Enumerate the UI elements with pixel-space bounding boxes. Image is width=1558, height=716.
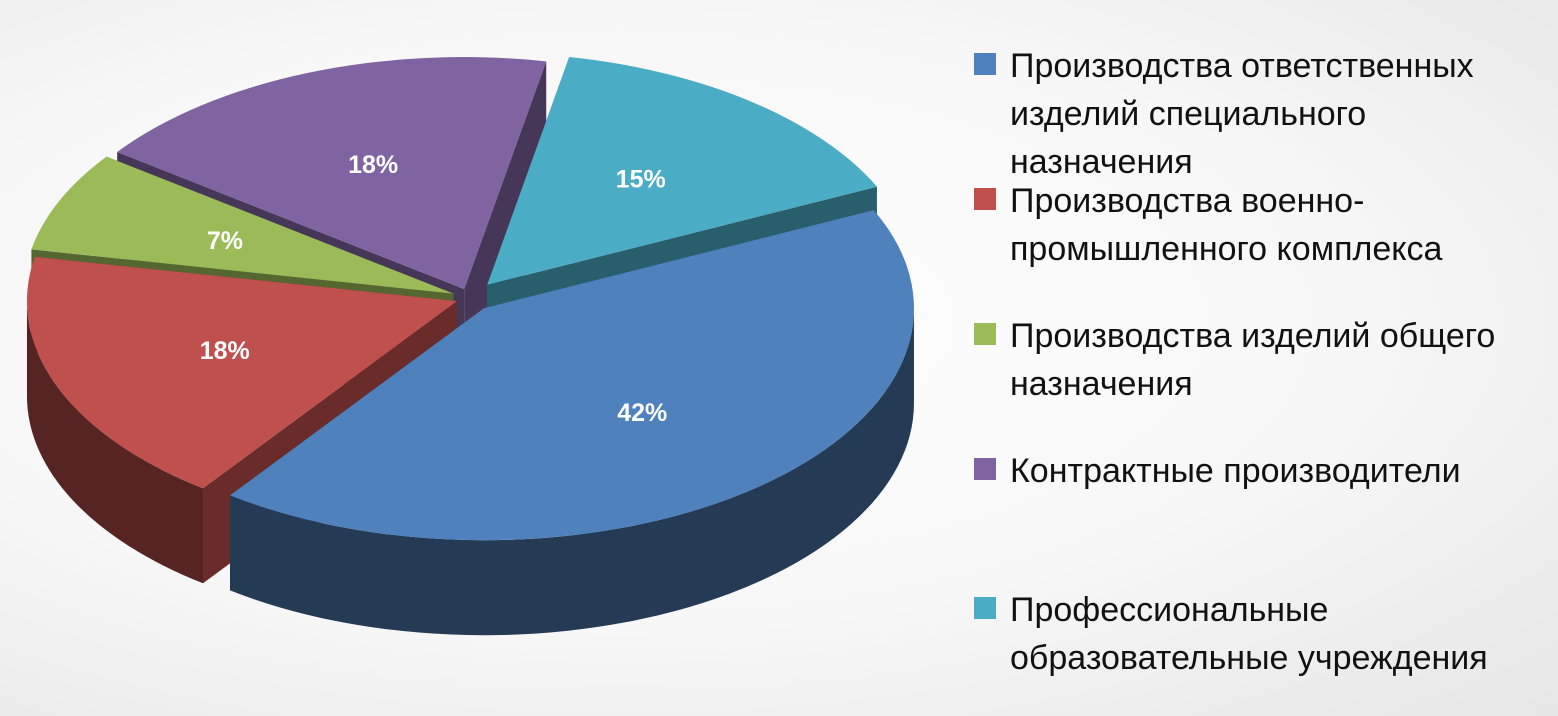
slice-data-label: 7% bbox=[207, 227, 243, 255]
legend-swatch-contract-manufacturers bbox=[974, 458, 996, 480]
legend-label-military-industrial: Производства военно- промышленного компл… bbox=[1010, 177, 1550, 273]
legend-text-line: Контрактные производители bbox=[1010, 452, 1461, 490]
legend-text-line: Производства изделий общего bbox=[1010, 317, 1496, 355]
legend-text-line: Производства ответственных bbox=[1010, 47, 1474, 85]
slice-data-label: 18% bbox=[348, 151, 398, 179]
pie-slice-top bbox=[26, 256, 457, 489]
legend-text-line: Профессиональные bbox=[1010, 591, 1329, 629]
slice-data-label: 42% bbox=[617, 399, 667, 427]
legend-swatch-educational-institutions bbox=[974, 597, 996, 619]
pie-chart: 18% 15% 7% 18% 42% bbox=[26, 57, 914, 636]
legend-label-contract-manufacturers: Контрактные производители bbox=[1010, 447, 1550, 495]
slice-data-label: 18% bbox=[200, 337, 250, 365]
legend-text-line: назначения bbox=[1010, 365, 1193, 403]
legend-label-special-purpose: Производства ответственных изделий специ… bbox=[1010, 42, 1550, 186]
legend-text-line: изделий специального bbox=[1010, 95, 1367, 133]
pie-slice-top bbox=[230, 210, 914, 541]
pie-slices: 18% 15% 7% 18% 42% bbox=[26, 57, 914, 636]
pie-slice-rim bbox=[26, 301, 204, 584]
legend-text-line: образовательные учреждения bbox=[1010, 639, 1488, 677]
slice-data-label: 15% bbox=[616, 166, 666, 194]
legend-label-general-purpose: Производства изделий общего назначения bbox=[1010, 312, 1550, 408]
legend-swatch-special-purpose bbox=[974, 53, 996, 75]
legend-label-educational-institutions: Профессиональные образовательные учрежде… bbox=[1010, 586, 1550, 682]
pie-slice: 42% bbox=[230, 210, 914, 636]
pie-slice-top bbox=[487, 57, 877, 285]
legend-swatch-military-industrial bbox=[974, 188, 996, 210]
pie-slice-top bbox=[117, 57, 547, 290]
pie-slice-rim bbox=[230, 308, 914, 636]
pie-slice-top bbox=[31, 156, 454, 294]
legend-text-line: назначения bbox=[1010, 143, 1193, 181]
legend-text-line: Производства военно- bbox=[1010, 182, 1365, 220]
legend-text-line: промышленного комплекса bbox=[1010, 230, 1443, 268]
legend-swatch-general-purpose bbox=[974, 323, 996, 345]
pie-slice-wall bbox=[464, 61, 547, 385]
